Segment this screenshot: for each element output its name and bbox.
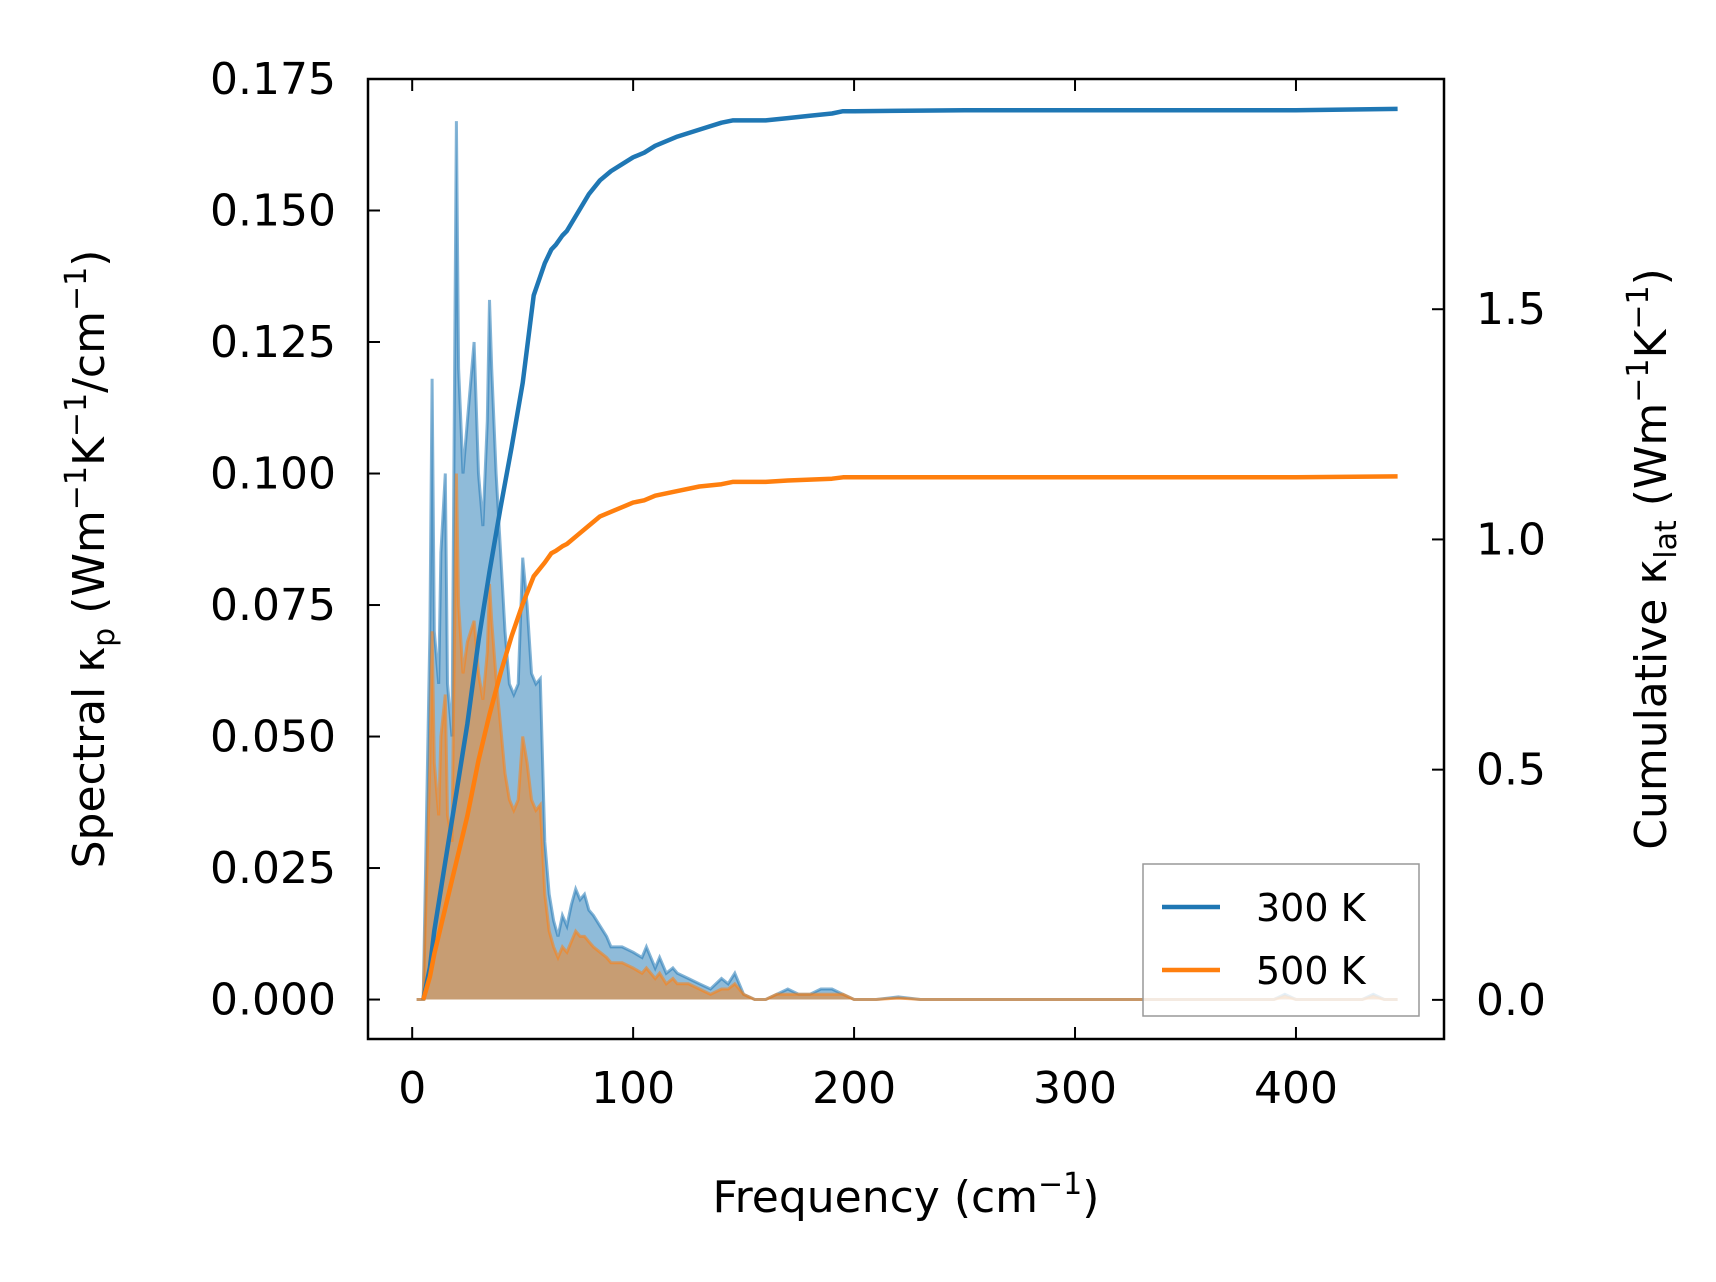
y-axis-right-title: Cumulative κlat (Wm−1K−1) bbox=[1621, 268, 1684, 850]
x-tick-label: 0 bbox=[398, 1063, 426, 1114]
x-axis-title: Frequency (cm−1) bbox=[713, 1167, 1100, 1223]
legend-label-500k: 500 K bbox=[1256, 949, 1367, 993]
y-left-tick-label: 0.000 bbox=[210, 975, 336, 1026]
y-left-tick-label: 0.100 bbox=[210, 449, 336, 500]
y-right-tick-label: 1.0 bbox=[1476, 514, 1546, 565]
y-axis-left: 0.000 0.025 0.050 0.075 0.100 0.125 0.150 0.175 bbox=[210, 54, 380, 1026]
y-left-tick-label: 0.075 bbox=[210, 580, 336, 631]
y-right-tick-label: 1.5 bbox=[1476, 284, 1546, 335]
y-left-tick-label: 0.150 bbox=[210, 186, 336, 237]
spectral-fill-layer bbox=[416, 121, 1398, 1001]
legend-label-300k: 300 K bbox=[1256, 886, 1367, 930]
y-left-tick-label: 0.025 bbox=[210, 843, 336, 894]
x-axis: 0 100 200 300 400 bbox=[398, 79, 1338, 1114]
y-left-tick-label: 0.050 bbox=[210, 712, 336, 763]
x-tick-label: 400 bbox=[1254, 1063, 1338, 1114]
spectral-area-500k bbox=[416, 473, 1398, 1000]
legend-frame bbox=[1142, 863, 1420, 1017]
cumulative-line-layer bbox=[420, 106, 1398, 1001]
y-axis-left-title: Spectral κp (Wm−1K−1/cm−1) bbox=[59, 250, 122, 869]
x-tick-label: 200 bbox=[812, 1063, 896, 1114]
spectral-line-500k bbox=[416, 473, 1398, 1001]
plot-frame bbox=[366, 77, 1446, 1041]
legend: 300 K 500 K bbox=[1142, 863, 1420, 1017]
cumulative-line-300k bbox=[420, 106, 1398, 1001]
y-left-tick-label: 0.125 bbox=[210, 317, 336, 368]
cumulative-line-500k bbox=[421, 474, 1398, 1001]
y-axis-right: 0.0 0.5 1.0 1.5 bbox=[1432, 284, 1546, 1026]
y-right-tick-label: 0.5 bbox=[1476, 745, 1546, 796]
x-tick-label: 100 bbox=[591, 1063, 675, 1114]
x-tick-label: 300 bbox=[1033, 1063, 1117, 1114]
y-right-tick-label: 0.0 bbox=[1476, 975, 1546, 1026]
y-left-tick-label: 0.175 bbox=[210, 54, 336, 105]
